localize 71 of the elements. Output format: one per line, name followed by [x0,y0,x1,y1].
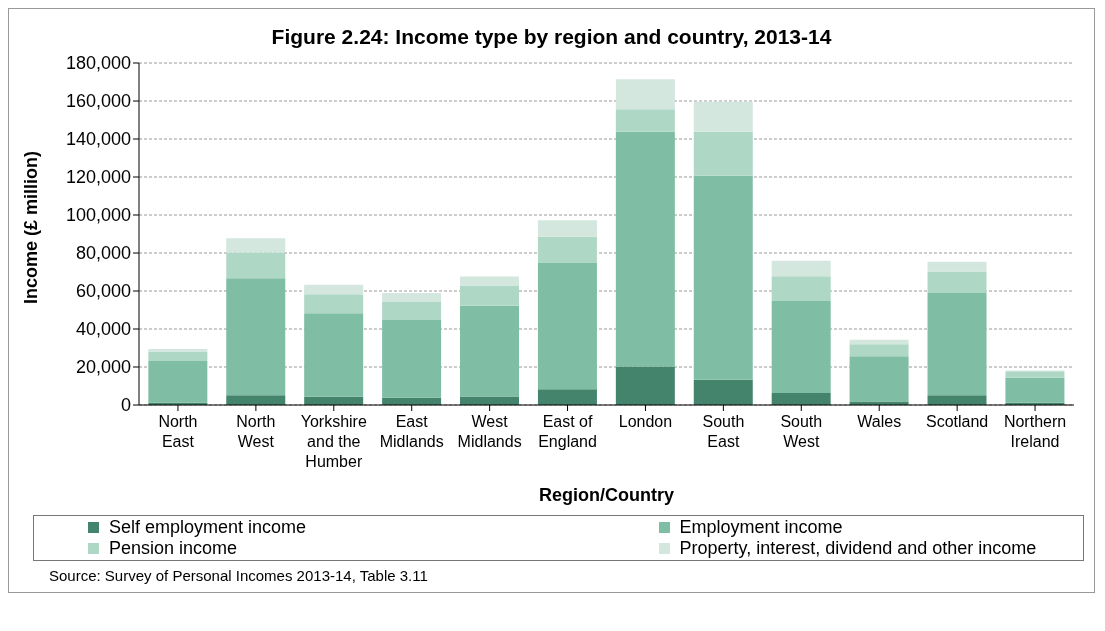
y-tick-label: 180,000 [65,53,131,74]
bar [927,293,987,396]
bar [537,220,597,237]
bar [615,79,675,110]
bar [226,238,286,253]
y-tick-label: 100,000 [65,205,131,226]
legend-label: Pension income [109,538,238,559]
bar [226,278,286,396]
x-tick-label: Wales [857,413,902,430]
legend-label: Property, interest, dividend and other income [679,538,1037,559]
source-note: Source: Survey of Personal Incomes 2013-14, Table 3.11 [49,567,429,584]
bar [460,276,520,286]
x-tick-label: North East [158,413,198,450]
bar [693,175,753,380]
bar [615,109,675,132]
y-tick-label: 140,000 [65,129,131,150]
x-tick-label: West Midlands [457,413,522,450]
bar [537,262,597,390]
bar [693,379,753,405]
bar [304,313,364,397]
y-tick-label: 60,000 [75,281,131,302]
x-tick-label: East of England [538,413,597,450]
bar [148,351,208,362]
y-tick-label: 160,000 [65,91,131,112]
bar [927,271,987,294]
chart-title: Figure 2.24: Income type by region and country, 2013-14 [270,25,833,49]
y-axis-title: Income (£ million) [21,150,42,304]
bar [537,389,597,405]
bar [304,284,364,295]
bar [382,293,442,303]
bar [615,366,675,405]
bar [771,260,831,277]
bar [460,305,520,397]
bar [148,361,208,403]
bar [849,344,909,357]
bar [304,294,364,314]
bar [849,356,909,402]
y-tick-label: 80,000 [75,243,131,264]
bar [771,300,831,394]
bar [460,396,520,405]
x-tick-label: Northern Ireland [1003,413,1067,450]
x-tick-label: Scotland [925,413,989,430]
bar [382,302,442,321]
bar [693,101,753,132]
x-axis-title: Region/Country [539,485,674,505]
bar [771,276,831,301]
y-tick-label: 120,000 [65,167,131,188]
bar [927,395,987,405]
bar [382,320,442,398]
y-tick-label: 0 [120,395,131,416]
x-tick-label: South West [780,413,823,450]
bar [226,252,286,279]
x-tick-label: Yorkshire and the Humber [300,413,367,470]
bar [460,285,520,306]
bar [1005,377,1065,403]
x-tick-label: London [618,413,673,430]
bar [927,261,987,272]
bar [226,395,286,405]
bar [148,348,208,352]
bar [1005,371,1065,378]
x-tick-label: East Midlands [379,413,444,450]
legend-label: Employment income [679,517,843,538]
bar [537,236,597,263]
bar [771,393,831,405]
bar [693,131,753,176]
bar [615,131,675,367]
x-tick-label: North West [236,413,276,450]
y-tick-label: 20,000 [75,357,131,378]
y-tick-label: 40,000 [75,319,131,340]
x-tick-label: South East [702,413,745,450]
legend-label: Self employment income [109,517,307,538]
